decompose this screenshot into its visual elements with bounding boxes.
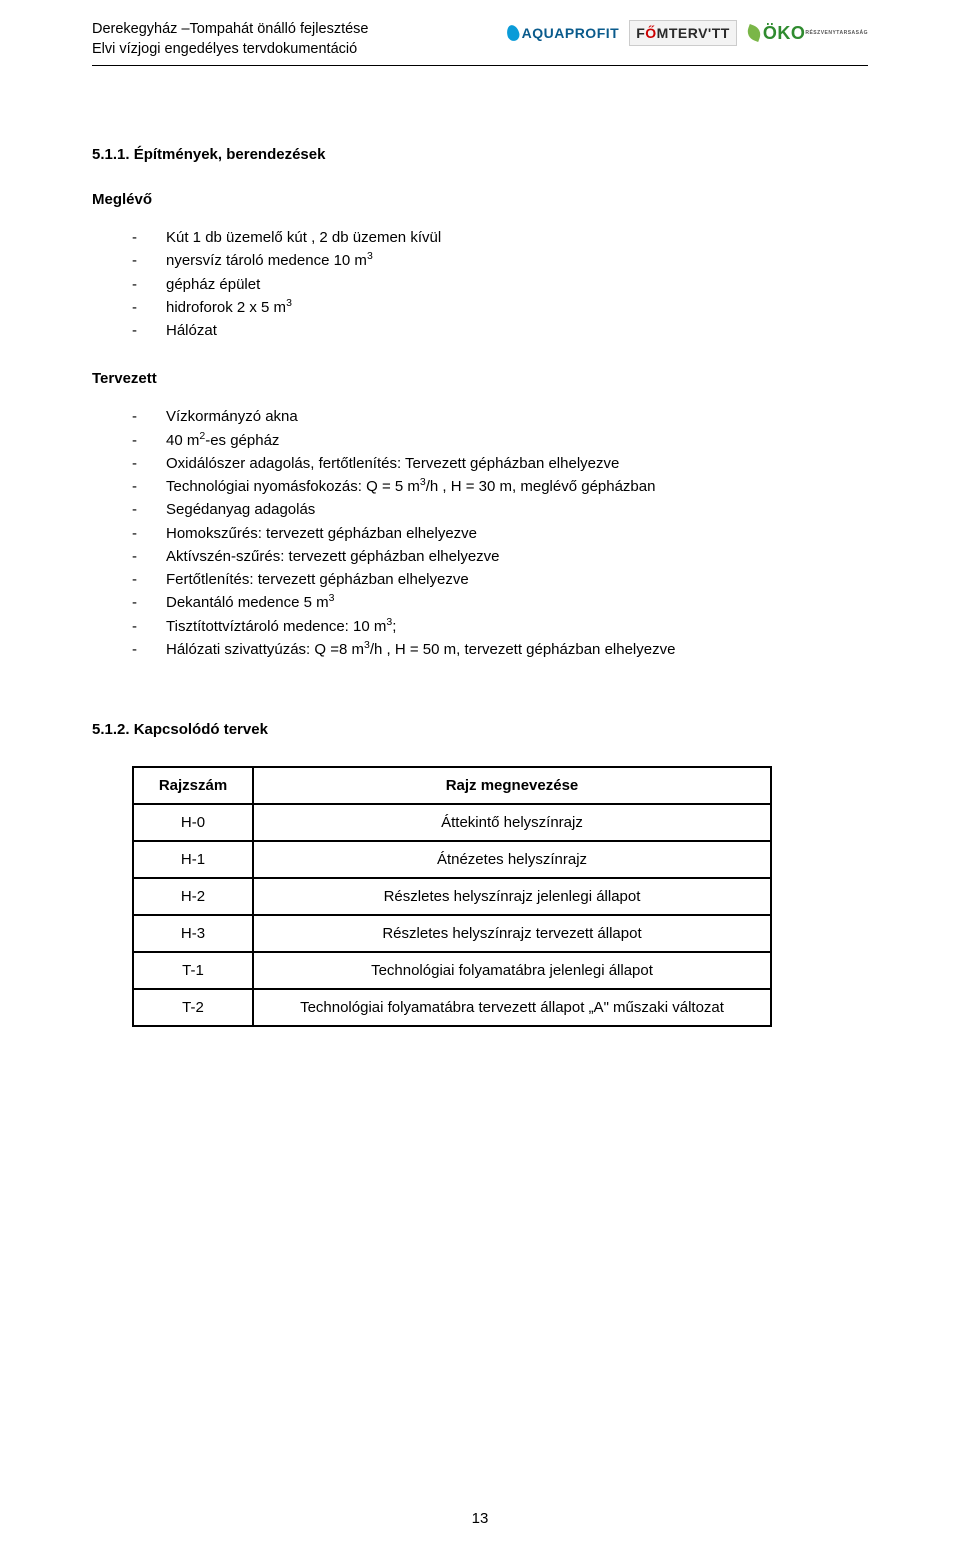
- list-item: Dekantáló medence 5 m3: [132, 591, 868, 614]
- header-logos: AQUAPROFIT FŐMTERV'TT ÖKO RÉSZVENYTARSAS…: [507, 20, 868, 46]
- list-item: Kút 1 db üzemelő kút , 2 db üzemen kívül: [132, 226, 868, 249]
- list-item: Fertőtlenítés: tervezett gépházban elhel…: [132, 568, 868, 591]
- cell-name: Technológiai folyamatábra tervezett álla…: [253, 989, 771, 1026]
- page: Derekegyház –Tompahát önálló fejlesztése…: [0, 0, 960, 1553]
- list-item: nyersvíz tároló medence 10 m3: [132, 249, 868, 272]
- table-row: H-2 Részletes helyszínrajz jelenlegi áll…: [133, 878, 771, 915]
- cell-name: Technológiai folyamatábra jelenlegi álla…: [253, 952, 771, 989]
- table-row: H-3 Részletes helyszínrajz tervezett áll…: [133, 915, 771, 952]
- header-line-2: Elvi vízjogi engedélyes tervdokumentáció: [92, 40, 368, 60]
- table-row: H-1 Átnézetes helyszínrajz: [133, 841, 771, 878]
- cell-name: Áttekintő helyszínrajz: [253, 804, 771, 841]
- table-row: T-2 Technológiai folyamatábra tervezett …: [133, 989, 771, 1026]
- cell-code: H-3: [133, 915, 253, 952]
- col-header-name: Rajz megnevezése: [253, 767, 771, 804]
- cell-name: Részletes helyszínrajz jelenlegi állapot: [253, 878, 771, 915]
- table-row: H-0 Áttekintő helyszínrajz: [133, 804, 771, 841]
- list-item: Hálózat: [132, 319, 868, 342]
- aquaprofit-logo: AQUAPROFIT: [507, 20, 620, 46]
- list-item: Homokszűrés: tervezett gépházban elhelye…: [132, 522, 868, 545]
- oko-text: ÖKO: [763, 24, 806, 42]
- header-line-1: Derekegyház –Tompahát önálló fejlesztése: [92, 20, 368, 40]
- list-item: gépház épület: [132, 273, 868, 296]
- cell-name: Részletes helyszínrajz tervezett állapot: [253, 915, 771, 952]
- cell-name: Átnézetes helyszínrajz: [253, 841, 771, 878]
- drawings-table-wrap: Rajzszám Rajz megnevezése H-0 Áttekintő …: [132, 766, 868, 1027]
- subheading-meglevo: Meglévő: [92, 191, 868, 208]
- list-item: Segédanyag adagolás: [132, 498, 868, 521]
- list-item: Oxidálószer adagolás, fertőtlenítés: Ter…: [132, 452, 868, 475]
- oko-logo: ÖKO RÉSZVENYTARSASÁG: [747, 20, 868, 46]
- water-drop-icon: [505, 24, 521, 43]
- page-header: Derekegyház –Tompahát önálló fejlesztése…: [92, 20, 868, 66]
- cell-code: T-1: [133, 952, 253, 989]
- col-header-code: Rajzszám: [133, 767, 253, 804]
- cell-code: H-2: [133, 878, 253, 915]
- cell-code: H-0: [133, 804, 253, 841]
- subheading-tervezett: Tervezett: [92, 370, 868, 387]
- oko-logo-top: ÖKO: [747, 24, 806, 42]
- aquaprofit-text: AQUAPROFIT: [522, 25, 620, 41]
- page-number: 13: [0, 1510, 960, 1527]
- leaf-icon: [745, 24, 763, 42]
- cell-code: H-1: [133, 841, 253, 878]
- section-5-1-1-heading: 5.1.1. Építmények, berendezések: [92, 146, 868, 163]
- cell-code: T-2: [133, 989, 253, 1026]
- list-item: hidroforok 2 x 5 m3: [132, 296, 868, 319]
- list-item: Vízkormányzó akna: [132, 405, 868, 428]
- section-5-1-2-heading: 5.1.2. Kapcsolódó tervek: [92, 721, 868, 738]
- list-item: Technológiai nyomásfokozás: Q = 5 m3/h ,…: [132, 475, 868, 498]
- fomterv-text: FŐMTERV'TT: [636, 25, 730, 41]
- list-meglevo: Kút 1 db üzemelő kút , 2 db üzemen kívül…: [132, 226, 868, 342]
- table-row: T-1 Technológiai folyamatábra jelenlegi …: [133, 952, 771, 989]
- table-header-row: Rajzszám Rajz megnevezése: [133, 767, 771, 804]
- list-item: 40 m2-es gépház: [132, 429, 868, 452]
- list-item: Hálózati szivattyúzás: Q =8 m3/h , H = 5…: [132, 638, 868, 661]
- header-title-block: Derekegyház –Tompahát önálló fejlesztése…: [92, 20, 368, 59]
- drawings-table: Rajzszám Rajz megnevezése H-0 Áttekintő …: [132, 766, 772, 1027]
- fomterv-logo: FŐMTERV'TT: [629, 20, 737, 46]
- list-item: Aktívszén-szűrés: tervezett gépházban el…: [132, 545, 868, 568]
- list-tervezett: Vízkormányzó akna 40 m2-es gépház Oxidál…: [132, 405, 868, 661]
- oko-logo-bottom: RÉSZVENYTARSASÁG: [805, 31, 868, 36]
- list-item: Tisztítottvíztároló medence: 10 m3;: [132, 615, 868, 638]
